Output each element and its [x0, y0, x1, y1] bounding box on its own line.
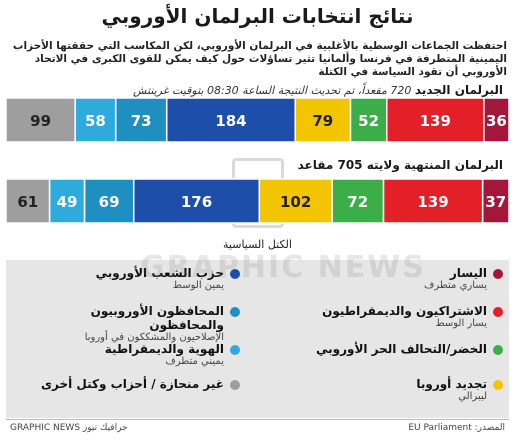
- bar-segment-renew: [258, 178, 333, 224]
- new-parliament-note: 720 مقعداً، تم تحديث النتيجة الساعة 08:3…: [133, 84, 412, 97]
- bars-svg: 36 139 52 79 184 73 58 99 37 139 72 102 176 69 49 61: [5, 97, 510, 224]
- bar-segment-greens: [331, 178, 385, 224]
- legend-epp-desc: يمين الوسط: [172, 280, 224, 291]
- legend-renew-swatch: [493, 380, 503, 390]
- legend-left: اليسار يساري متطرف: [283, 266, 503, 291]
- bar-value-ecr: 73: [131, 112, 152, 130]
- credit-note: GRAPHIC NEWS جرافيك نيوز: [10, 423, 128, 433]
- bar-value-greens: 72: [347, 193, 368, 211]
- bar-segment-epp: [165, 97, 296, 143]
- bar-value-epp: 184: [215, 112, 246, 130]
- outgoing-parliament-label: البرلمان المنتهية ولايته 705 مقاعد: [297, 158, 503, 172]
- bar-segment-other: [5, 178, 51, 224]
- outgoing-parliament-bar: 37 139 72 102 176 69 49 61: [5, 178, 510, 224]
- legend-ecr: المحافظون الأوروبيون والمحافظون الإصلاحي…: [20, 304, 240, 343]
- legend-renew: تجديد أوروبا ليبرالي: [283, 377, 503, 402]
- bar-value-greens: 52: [358, 112, 379, 130]
- legend-sd-swatch: [493, 307, 503, 317]
- legend-id-name: الهوية والديمقراطية: [104, 342, 224, 356]
- bar-value-ecr: 69: [99, 193, 120, 211]
- bar-segment-ecr: [83, 178, 135, 224]
- legend-other-swatch: [230, 380, 240, 390]
- new-parliament-label: البرلمان الجديد: [414, 83, 503, 97]
- legend-id-swatch: [230, 345, 240, 355]
- bar-value-left: 37: [485, 193, 506, 211]
- bar-segment-epp: [132, 178, 261, 224]
- new-parliament-bar: 36 139 52 79 184 73 58 99: [5, 97, 510, 143]
- legend-left-desc: يساري متطرف: [423, 280, 487, 291]
- bar-value-other: 61: [17, 193, 38, 211]
- legend-ecr-name: المحافظون الأوروبيون والمحافظون: [90, 304, 224, 332]
- bar-segment-other: [5, 97, 76, 143]
- bar-segment-ecr: [114, 97, 168, 143]
- legend-epp-name: حزب الشعب الأوروبي: [95, 266, 224, 280]
- legend-panel: [6, 260, 509, 418]
- legend-renew-desc: ليبرالي: [458, 391, 487, 402]
- bar-segment-greens: [349, 97, 388, 143]
- legend-sd-desc: يسار الوسط: [435, 318, 487, 329]
- chart-subtitle: احتفظت الجماعات الوسطية بالأغلبية في الب…: [12, 40, 507, 78]
- bar-value-renew: 79: [312, 112, 333, 130]
- legend-greens-swatch: [493, 345, 503, 355]
- legend-left-swatch: [493, 269, 503, 279]
- bar-segment-id: [74, 97, 117, 143]
- bar-segment-left: [481, 178, 510, 224]
- bar-value-left: 36: [486, 112, 507, 130]
- legend-sd: الاشتراكيون والديمقراطيون يسار الوسط: [283, 304, 503, 329]
- bar-segment-id: [48, 178, 86, 224]
- legend-left-name: اليسار: [449, 266, 487, 280]
- chart-title: نتائج انتخابات البرلمان الأوروبي: [101, 4, 414, 28]
- legend-ecr-desc: الإصلاحيون والمشككون في أوروبا: [84, 332, 224, 343]
- legend-epp-swatch: [230, 269, 240, 279]
- footer-divider: [6, 419, 509, 420]
- legend-epp: حزب الشعب الأوروبي يمين الوسط: [20, 266, 240, 291]
- legend-id: الهوية والديمقراطية يميني متطرف: [20, 342, 240, 367]
- legend-ecr-swatch: [230, 307, 240, 317]
- legend-sd-name: الاشتراكيون والديمقراطيون: [322, 304, 487, 318]
- legend-other-name: غير منحازة / أحزاب وكتل أخرى: [41, 377, 224, 391]
- legend-greens-name: الخضر/التحالف الحر الأوروبي: [315, 342, 487, 356]
- bar-value-renew: 102: [280, 193, 311, 211]
- bar-value-sd: 139: [417, 193, 448, 211]
- bar-value-sd: 139: [420, 112, 451, 130]
- outgoing-parliament-heading: البرلمان المنتهية ولايته 705 مقاعد: [298, 158, 503, 172]
- legend-id-desc: يميني متطرف: [165, 356, 224, 367]
- new-parliament-heading: البرلمان الجديد 720 مقعداً، تم تحديث الن…: [133, 83, 503, 97]
- bar-value-id: 58: [85, 112, 106, 130]
- bar-value-epp: 176: [181, 193, 212, 211]
- bar-value-other: 99: [30, 112, 51, 130]
- source-note: المصدر: EU Parliament: [408, 423, 505, 433]
- legend-greens: الخضر/التحالف الحر الأوروبي: [283, 342, 503, 356]
- bar-value-id: 49: [57, 193, 78, 211]
- legend-renew-name: تجديد أوروبا: [416, 377, 487, 391]
- legend-heading: الكتل السياسية: [223, 238, 292, 251]
- legend-other: غير منحازة / أحزاب وكتل أخرى: [20, 377, 240, 391]
- bar-segment-left: [483, 97, 510, 143]
- watermark-text: GRAPHIC NEWS: [140, 250, 426, 285]
